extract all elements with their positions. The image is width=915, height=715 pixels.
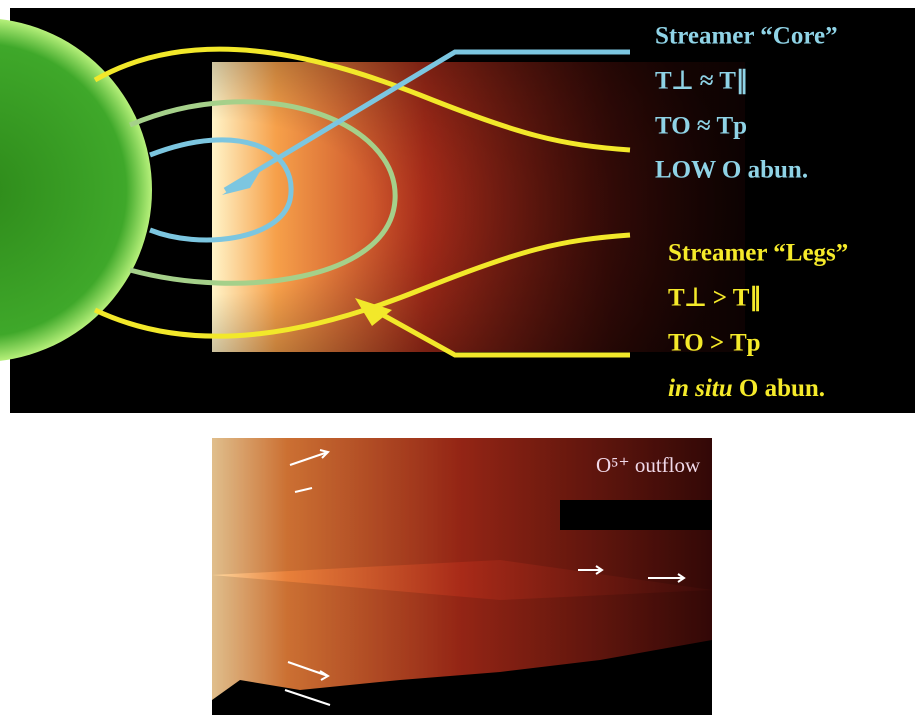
arrowhead	[222, 168, 262, 195]
mask	[560, 500, 712, 530]
mask	[212, 640, 712, 715]
arrowhead	[355, 298, 392, 326]
flow-arrows	[284, 449, 686, 706]
legs-line: in situ O abun.	[668, 375, 825, 402]
field-lines	[93, 46, 631, 358]
legs-line: TO > Tp	[668, 330, 761, 357]
outflow-label: O⁵⁺ outflow	[596, 453, 701, 477]
core-line: TO ≈ Tp	[655, 113, 747, 140]
legs-rest: O abun.	[733, 375, 825, 402]
sun	[0, 19, 152, 361]
core-line: T⊥ ≈ T∥	[655, 68, 748, 95]
core-title: Streamer “Core”	[655, 23, 838, 50]
legs-italic: in situ	[668, 375, 733, 402]
legs-title: Streamer “Legs”	[668, 240, 848, 267]
legs-line: T⊥ > T∥	[668, 285, 762, 312]
core-line: LOW O abun.	[655, 157, 808, 184]
